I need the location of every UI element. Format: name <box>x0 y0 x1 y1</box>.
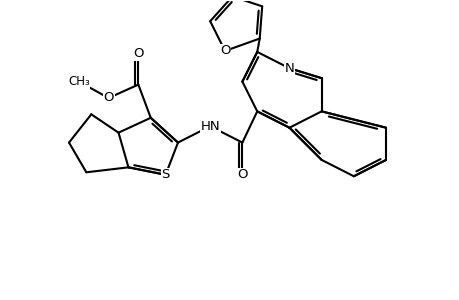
Text: O: O <box>237 168 247 181</box>
Text: S: S <box>161 168 169 181</box>
Text: HN: HN <box>200 120 219 133</box>
Text: CH₃: CH₃ <box>68 75 90 88</box>
Text: O: O <box>133 47 143 60</box>
Text: N: N <box>284 62 294 75</box>
Text: O: O <box>103 92 114 104</box>
Text: O: O <box>219 44 230 57</box>
